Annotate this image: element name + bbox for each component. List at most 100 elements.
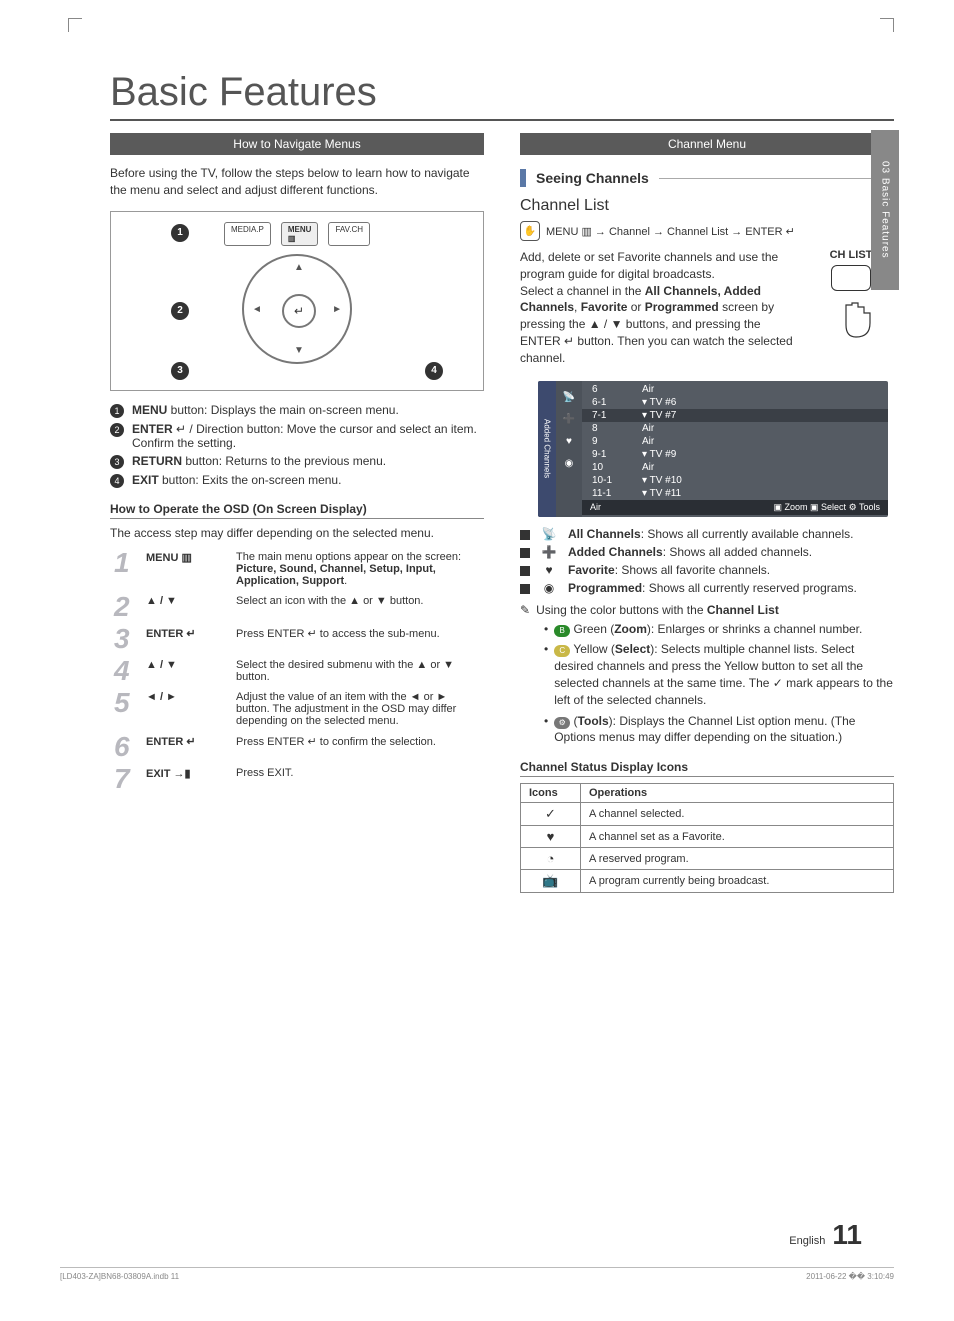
ch-num: 7-1 [592,410,642,421]
menu-icon-glyph: ▥ [288,234,296,243]
menu-path-text: MENU ▥ → Channel → Channel List → ENTER … [546,225,795,238]
dpad-enter: ↵ [282,294,316,328]
status-icon: ✓ [521,803,581,826]
osd-note: The access step may differ depending on … [110,525,484,542]
channel-row: 6-1▾ TV #6 [582,396,888,409]
panel-footer-tools: ⚙ Tools [849,502,880,512]
remote-menu-label: MENU [288,225,312,234]
status-text: A program currently being broadcast. [581,870,894,893]
english-label: English [789,1235,825,1247]
panel-footer-air: Air [590,502,601,513]
callout-text: MENU button: Displays the main on-screen… [132,403,399,418]
status-row: 📺 A program currently being broadcast. [521,870,894,893]
panel-footer: Air ▣ Zoom ▣ Select ⚙ Tools [582,500,888,515]
antenna-icon: 📡 [556,387,582,409]
dpad-right: ► [332,304,342,315]
osd-step-num: 5 [110,687,142,731]
dpad-up: ▲ [294,262,304,273]
osd-step-text: Press EXIT. [232,763,484,795]
plus-icon: ➕ [556,409,582,431]
bullet-icon [520,566,530,576]
crop-mark [68,18,82,32]
status-row: ✓ A channel selected. [521,803,894,826]
channel-menu-bar: Channel Menu [520,133,894,155]
color-badge: C [554,645,570,657]
crop-mark [880,18,894,32]
section-head: Seeing Channels [520,169,894,187]
section-title: Seeing Channels [536,170,649,186]
page-title: Basic Features [110,70,894,121]
callout-3: 3 [171,362,189,380]
callout-1: 1 [171,224,189,242]
osd-step-num: 1 [110,547,142,591]
status-text: A reserved program. [581,848,894,870]
remote-favch: FAV.CH [328,222,370,246]
section-rule [520,169,526,187]
remote-media-p: MEDIA.P [224,222,271,246]
osd-step-text: The main menu options appear on the scre… [232,547,484,591]
legend-icon: 📡 [540,527,558,541]
channel-row: 9-1▾ TV #9 [582,448,888,461]
status-row: ♥ A channel set as a Favorite. [521,826,894,848]
color-item-text: ⚙ (Tools): Displays the Channel List opt… [554,713,894,747]
legend-row: ◉ Programmed: Shows all currently reserv… [520,581,894,595]
osd-row: 4 ▲ / ▼ Select the desired submenu with … [110,655,484,687]
th-icons: Icons [521,784,581,803]
bullet: • [544,713,548,747]
osd-row: 7 EXIT →▮ Press EXIT. [110,763,484,795]
callout-item: 2 ENTER ↵ / Direction button: Move the c… [110,422,484,450]
status-icon: ◔ [521,848,581,870]
osd-row: 2 ▲ / ▼ Select an icon with the ▲ or ▼ b… [110,591,484,623]
panel-side-label: Added Channels [538,381,556,517]
ch-num: 9 [592,436,642,447]
footer-left: [LD403-ZA]BN68-03809A.indb 11 [60,1272,179,1281]
callout-item: 4 EXIT button: Exits the on-screen menu. [110,473,484,488]
osd-step-text: Press ENTER ↵ to access the sub-menu. [232,623,484,655]
legend-row: ➕ Added Channels: Shows all added channe… [520,545,894,559]
osd-step-text: Press ENTER ↵ to confirm the selection. [232,731,484,763]
status-heading: Channel Status Display Icons [520,760,894,777]
left-column: How to Navigate Menus Before using the T… [110,133,484,893]
color-item-text: B Green (Zoom): Enlarges or shrinks a ch… [554,621,862,638]
ch-num: 8 [592,423,642,434]
osd-step-num: 7 [110,763,142,795]
callout-num: 3 [110,455,124,469]
status-icons-table: Icons Operations ✓ A channel selected.♥ … [520,783,894,893]
hand-icon [826,295,876,345]
ch-num: 9-1 [592,449,642,460]
panel-footer-select: ▣ Select [810,502,846,512]
clock-icon: ◉ [556,453,582,475]
osd-row: 5 ◄ / ► Adjust the value of an item with… [110,687,484,731]
bullet: • [544,641,548,708]
osd-step-text: Adjust the value of an item with the ◄ o… [232,687,484,731]
panel-footer-zoom: ▣ Zoom [774,502,808,512]
status-icon: 📺 [521,870,581,893]
callout-text: ENTER ↵ / Direction button: Move the cur… [132,422,484,450]
nav-bar: How to Navigate Menus [110,133,484,155]
channel-row: 8Air [582,422,888,435]
bullet-icon [520,530,530,540]
ch-name: ▾ TV #11 [642,488,681,499]
status-text: A channel set as a Favorite. [581,826,894,848]
remote-icon: ✋ [520,221,540,241]
legend-text: Programmed: Shows all currently reserved… [568,581,857,595]
legend-text: All Channels: Shows all currently availa… [568,527,853,541]
osd-step-label: ENTER ↵ [142,731,232,763]
osd-row: 3 ENTER ↵ Press ENTER ↵ to access the su… [110,623,484,655]
ch-num: 10 [592,462,642,473]
remote-dpad: ▲ ▼ ◄ ► ↵ [242,254,352,364]
ch-num: 6 [592,384,642,395]
color-item: • ⚙ (Tools): Displays the Channel List o… [544,713,894,747]
osd-step-num: 6 [110,731,142,763]
ch-name: Air [642,462,654,473]
note-icon: ✎ [520,603,530,617]
bullet: • [544,621,548,638]
ch-name: Air [642,384,654,395]
channel-row: 10Air [582,461,888,474]
side-tab: 03 Basic Features [871,130,899,290]
callout-4: 4 [425,362,443,380]
callout-2: 2 [171,302,189,320]
osd-step-text: Select an icon with the ▲ or ▼ button. [232,591,484,623]
callout-num: 2 [110,423,124,437]
callout-item: 1 MENU button: Displays the main on-scre… [110,403,484,418]
